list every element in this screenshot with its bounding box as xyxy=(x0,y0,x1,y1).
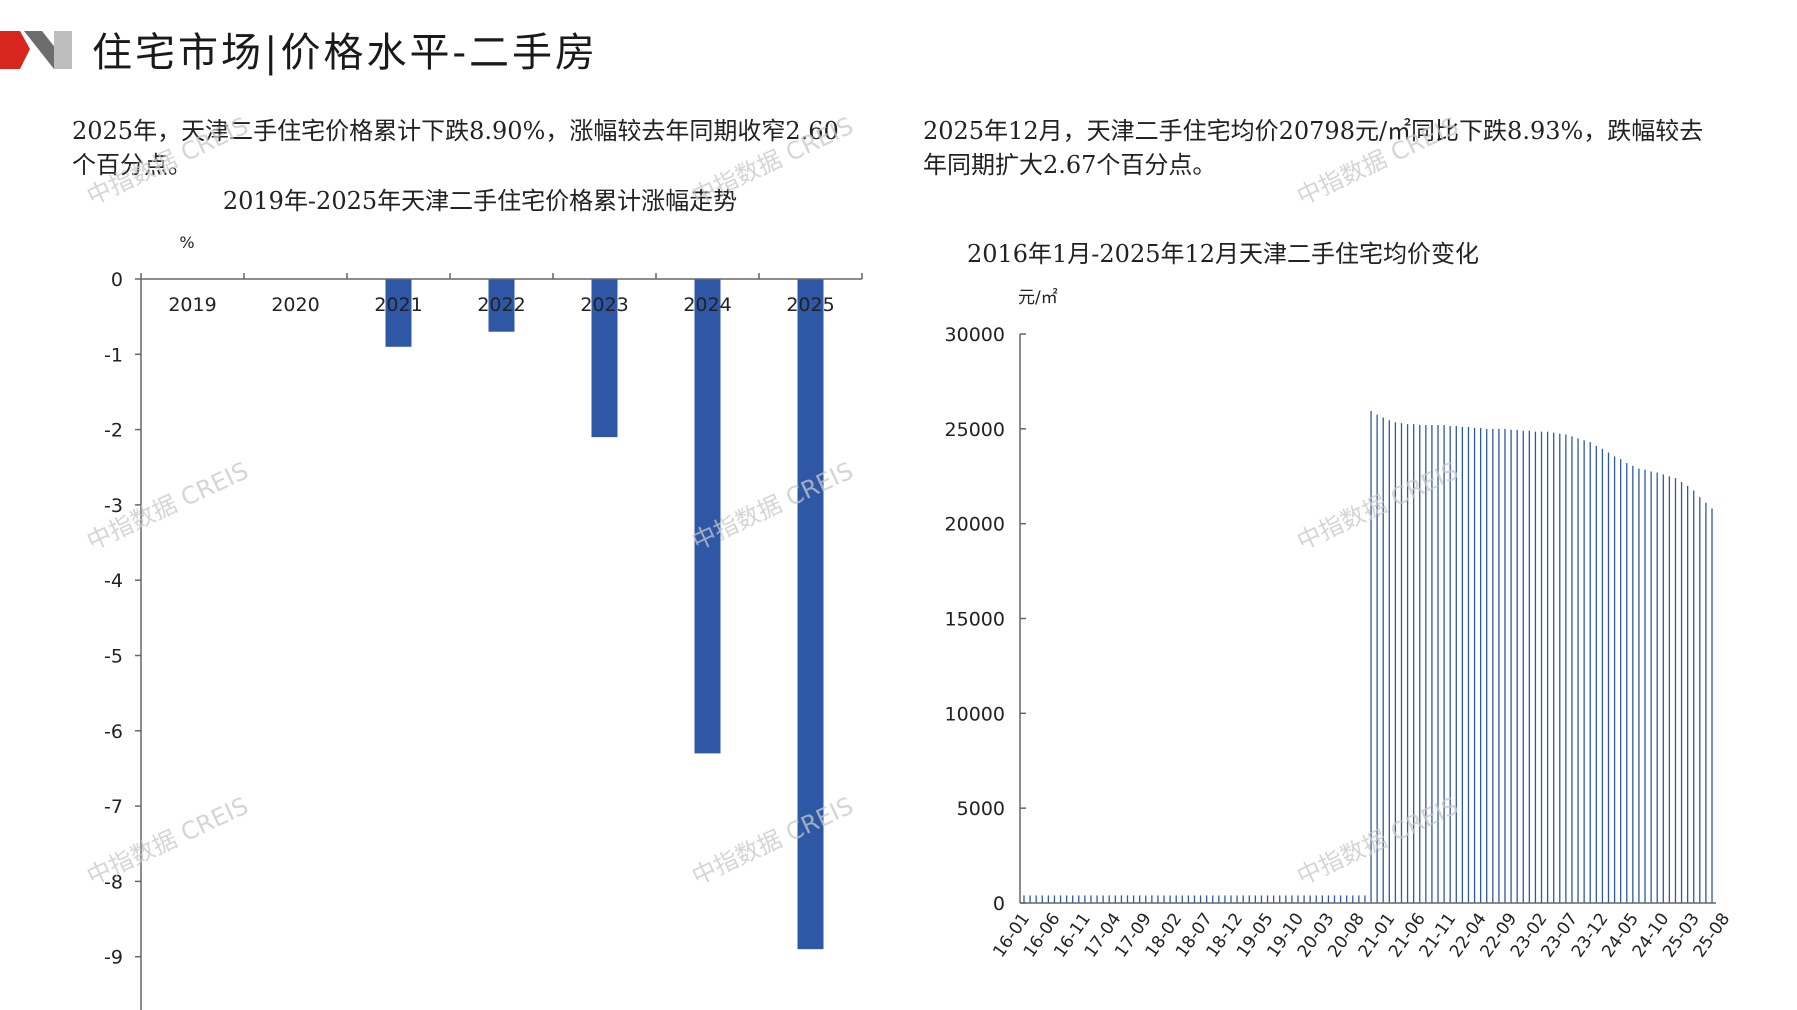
y-tick-label: -9 xyxy=(104,947,123,969)
y-tick-label: -3 xyxy=(104,495,123,517)
cumulative-change-bar-chart: 2019年-2025年天津二手住宅价格累计涨幅走势% 0 -1 -2 -3 -4 -5 -6 -… xyxy=(104,187,863,1010)
y-tick-label: 10000 xyxy=(945,703,1005,725)
x-tick-label: 18-02 xyxy=(1142,909,1187,961)
chart-title: 2019年-2025年天津二手住宅价格累计涨幅走势 xyxy=(223,187,737,215)
bar xyxy=(488,279,515,332)
bar xyxy=(385,279,412,347)
x-tick-label: 2021 xyxy=(374,294,422,316)
x-tick-label: 16-11 xyxy=(1050,909,1095,961)
x-tick-label: 25-03 xyxy=(1659,909,1704,961)
x-tick-label: 2024 xyxy=(683,294,731,316)
y-tick-label: -4 xyxy=(104,570,123,592)
y-tick-label: 0 xyxy=(111,269,123,291)
logo-red-shape xyxy=(0,31,30,69)
x-tick-label: 17-09 xyxy=(1111,909,1156,961)
x-tick-label: 18-12 xyxy=(1202,909,1247,961)
y-tick-label: -2 xyxy=(104,420,123,442)
x-tick-label: 2019 xyxy=(168,294,216,316)
y-axis-label: 元/㎡ xyxy=(1018,288,1058,308)
x-tick-label: 2023 xyxy=(580,294,628,316)
y-tick-label: 0 xyxy=(993,893,1005,915)
y-tick-label: 5000 xyxy=(957,798,1005,820)
x-tick-label: 23-07 xyxy=(1537,909,1582,961)
x-tick-label: 22-04 xyxy=(1446,909,1491,961)
x-tick-label: 19-05 xyxy=(1233,909,1278,961)
y-tick-label: -1 xyxy=(104,344,123,366)
x-tick-label: 16-01 xyxy=(989,909,1034,961)
x-tick-label: 2025 xyxy=(786,294,834,316)
right-summary-text: 2025年12月，天津二手住宅均价20798元/㎡同比下跌8.93%，跌幅较去年… xyxy=(923,117,1704,179)
x-tick-label: 18-07 xyxy=(1172,909,1217,961)
x-tick-label: 17-04 xyxy=(1081,909,1126,961)
bar xyxy=(694,279,721,754)
x-tick-label: 2022 xyxy=(477,294,525,316)
y-tick-label: -5 xyxy=(104,646,123,668)
left-summary-text: 2025年，天津二手住宅价格累计下跌8.90%，涨幅较去年同期收窄2.60个百分… xyxy=(72,117,839,179)
x-tick-label: 21-11 xyxy=(1416,909,1461,961)
brand-logo xyxy=(0,31,72,69)
y-tick-label: -6 xyxy=(104,721,123,743)
bar xyxy=(797,279,824,950)
x-tick-label: 21-06 xyxy=(1385,909,1430,961)
x-tick-label: 24-10 xyxy=(1629,909,1674,961)
y-tick-label: -7 xyxy=(104,796,123,818)
bar xyxy=(591,279,618,438)
logo-grey-shape xyxy=(54,31,72,69)
x-tick-label: 25-08 xyxy=(1690,909,1735,961)
x-tick-label: 22-09 xyxy=(1476,909,1521,961)
x-tick-label: 21-01 xyxy=(1355,909,1400,961)
x-tick-label: 24-05 xyxy=(1598,909,1643,961)
watermark-text: 中指数据 CREIS xyxy=(1292,791,1463,891)
y-tick-label: -8 xyxy=(104,871,123,893)
y-tick-label: 15000 xyxy=(945,609,1005,631)
page-title: 住宅市场|价格水平-二手房 xyxy=(92,30,598,76)
y-tick-label: 25000 xyxy=(945,419,1005,441)
x-tick-label: 23-12 xyxy=(1568,909,1613,961)
x-tick-label: 2020 xyxy=(271,294,319,316)
y-tick-label: 20000 xyxy=(945,514,1005,536)
x-tick-label: 16-06 xyxy=(1020,909,1065,961)
x-tick-label: 19-10 xyxy=(1263,909,1308,961)
y-tick-label: 30000 xyxy=(945,324,1005,346)
x-tick-label: 20-08 xyxy=(1324,909,1369,961)
x-tick-label: 23-02 xyxy=(1507,909,1552,961)
chart-title: 2016年1月-2025年12月天津二手住宅均价变化 xyxy=(967,240,1479,268)
x-tick-label: 20-03 xyxy=(1294,909,1339,961)
y-axis-label: % xyxy=(179,233,194,252)
watermark-text: 中指数据 CREIS xyxy=(1292,456,1463,556)
